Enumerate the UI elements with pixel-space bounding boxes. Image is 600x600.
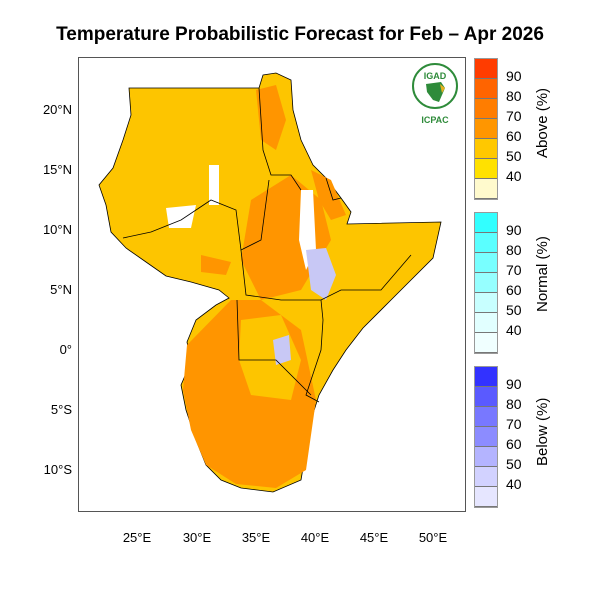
colorbar-cell bbox=[475, 159, 497, 179]
map-frame bbox=[78, 57, 466, 512]
colorbar-cell bbox=[475, 467, 497, 487]
colorbar-cell bbox=[475, 427, 497, 447]
colorbar-tick-label: 50 bbox=[506, 148, 522, 164]
colorbar-cell bbox=[475, 179, 497, 199]
colorbar-above bbox=[474, 58, 498, 200]
colorbar-cell bbox=[475, 233, 497, 253]
colorbar-tick-label: 70 bbox=[506, 262, 522, 278]
colorbar-cell bbox=[475, 313, 497, 333]
colorbar-title: Normal (%) bbox=[534, 236, 551, 312]
colorbar-tick-label: 40 bbox=[506, 476, 522, 492]
colorbar-cell bbox=[475, 213, 497, 233]
colorbar-tick-label: 80 bbox=[506, 396, 522, 412]
lat-label: 5°S bbox=[50, 402, 72, 417]
colorbar-tick-label: 90 bbox=[506, 68, 522, 84]
lon-label: 45°E bbox=[359, 530, 389, 545]
lon-label: 40°E bbox=[300, 530, 330, 545]
colorbar-cell bbox=[475, 119, 497, 139]
logo-text: ICPAC bbox=[421, 115, 449, 125]
lat-label: 5°N bbox=[50, 282, 72, 297]
colorbar-cell bbox=[475, 59, 497, 79]
lat-label: 15°N bbox=[42, 162, 72, 177]
colorbar-tick-label: 60 bbox=[506, 436, 522, 452]
colorbar-cell bbox=[475, 387, 497, 407]
colorbar-tick-label: 60 bbox=[506, 282, 522, 298]
lat-label: 10°N bbox=[42, 222, 72, 237]
lat-label: 10°S bbox=[43, 462, 72, 477]
lat-label: 0° bbox=[59, 342, 72, 357]
lon-label: 35°E bbox=[241, 530, 271, 545]
lon-label: 50°E bbox=[418, 530, 448, 545]
colorbar-below bbox=[474, 366, 498, 508]
colorbar-cell bbox=[475, 253, 497, 273]
colorbar-tick-label: 80 bbox=[506, 242, 522, 258]
igad-emblem-icon: IGAD bbox=[412, 63, 458, 109]
colorbar-cell bbox=[475, 333, 497, 353]
lat-label: 20°N bbox=[42, 102, 72, 117]
forecast-map bbox=[98, 72, 442, 493]
colorbar-cell bbox=[475, 139, 497, 159]
lon-label: 25°E bbox=[122, 530, 152, 545]
colorbar-tick-label: 40 bbox=[506, 168, 522, 184]
colorbar-cell bbox=[475, 367, 497, 387]
colorbar-cell bbox=[475, 273, 497, 293]
colorbar-cell bbox=[475, 487, 497, 507]
colorbar-tick-label: 80 bbox=[506, 88, 522, 104]
colorbar-tick-label: 90 bbox=[506, 376, 522, 392]
colorbar-tick-label: 60 bbox=[506, 128, 522, 144]
below-50-patch bbox=[273, 248, 336, 365]
colorbar-cell bbox=[475, 79, 497, 99]
colorbar-tick-label: 70 bbox=[506, 416, 522, 432]
country-borders bbox=[122, 87, 412, 403]
colorbar-cell bbox=[475, 293, 497, 313]
icpac-logo: IGAD ICPAC bbox=[408, 62, 462, 125]
colorbar-tick-label: 50 bbox=[506, 302, 522, 318]
figure-title: Temperature Probabilistic Forecast for F… bbox=[56, 24, 544, 45]
colorbar-title: Above (%) bbox=[534, 87, 551, 158]
svg-text:IGAD: IGAD bbox=[424, 71, 447, 81]
colorbar-title: Below (%) bbox=[534, 397, 551, 466]
lon-label: 30°E bbox=[182, 530, 212, 545]
colorbar-cell bbox=[475, 99, 497, 119]
colorbar-tick-label: 50 bbox=[506, 456, 522, 472]
colorbar-normal bbox=[474, 212, 498, 354]
colorbar-tick-label: 40 bbox=[506, 322, 522, 338]
colorbar-tick-label: 90 bbox=[506, 222, 522, 238]
colorbar-tick-label: 70 bbox=[506, 108, 522, 124]
colorbar-cell bbox=[475, 447, 497, 467]
colorbar-cell bbox=[475, 407, 497, 427]
